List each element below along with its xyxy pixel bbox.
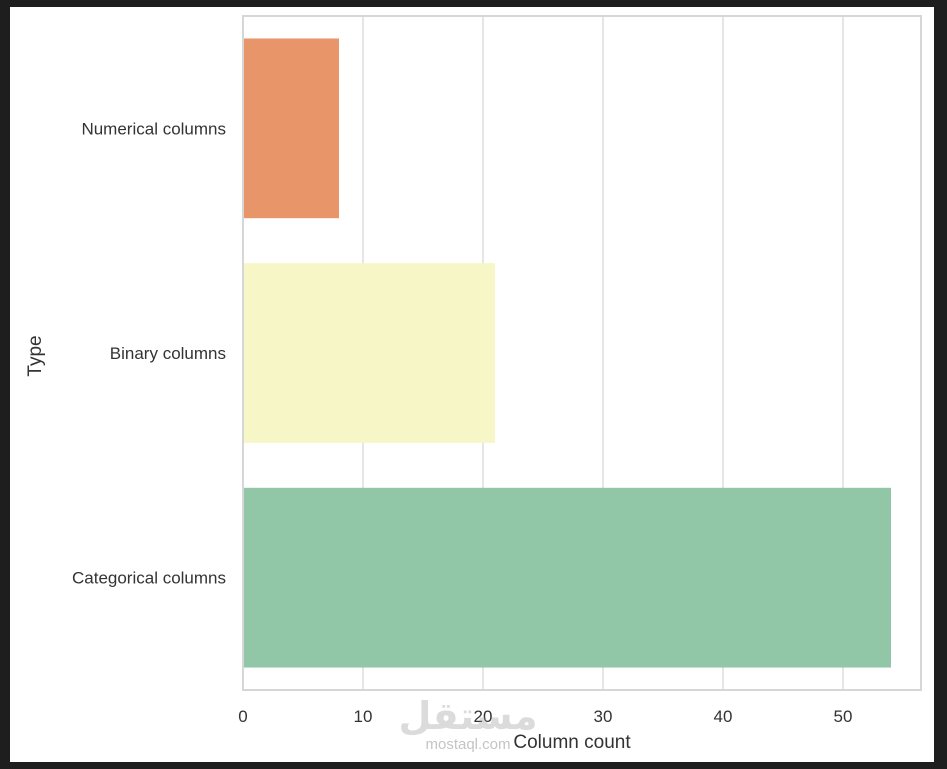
x-tick-label: 40 — [714, 707, 733, 726]
x-tick-label: 0 — [238, 707, 247, 726]
bar — [243, 263, 495, 443]
x-tick-label: 20 — [474, 707, 493, 726]
x-tick-labels: 0 10 20 30 40 50 — [238, 707, 852, 726]
y-axis-label: Type — [25, 335, 46, 376]
watermark-logo: مستقل — [399, 694, 538, 738]
x-tick-label: 50 — [834, 707, 853, 726]
x-tick-label: 10 — [354, 707, 373, 726]
x-tick-label: 30 — [594, 707, 613, 726]
x-axis-label: Column count — [513, 732, 631, 753]
bar — [243, 38, 339, 219]
y-tick-label: Categorical columns — [72, 569, 226, 588]
watermark-url: mostaql.com — [425, 736, 510, 753]
chart-frame: Numerical columns Binary columns Categoric… — [10, 7, 934, 762]
y-tick-labels: Numerical columns Binary columns Categoric… — [72, 119, 226, 587]
y-tick-label: Binary columns — [110, 344, 226, 363]
bars — [243, 38, 891, 668]
bar-chart: Numerical columns Binary columns Categoric… — [25, 15, 922, 753]
y-tick-label: Numerical columns — [81, 119, 226, 138]
bar — [243, 487, 891, 668]
plot-area-border — [242, 15, 922, 691]
